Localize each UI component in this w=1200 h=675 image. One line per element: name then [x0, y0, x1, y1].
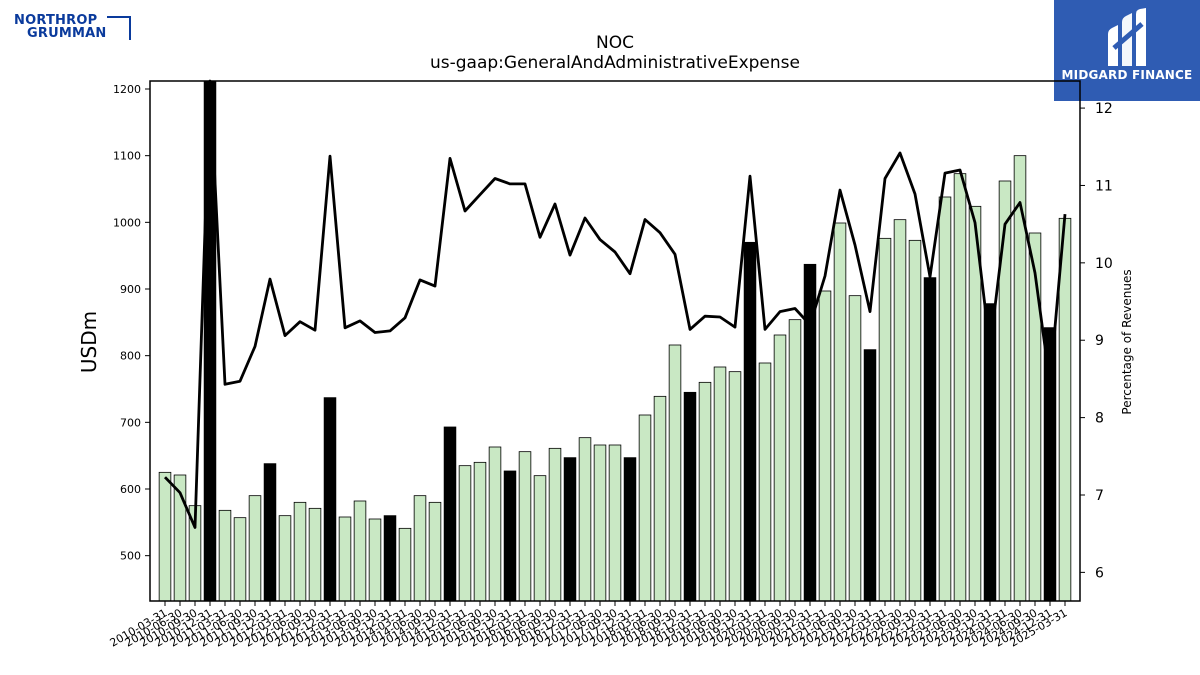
midgard-finance-logo: MIDGARD FINANCE: [1054, 0, 1200, 101]
bar: [473, 461, 487, 602]
bar: [848, 295, 862, 602]
bar: [503, 470, 517, 602]
chart-title: NOC: [596, 33, 634, 53]
percentage-line: [163, 79, 1067, 529]
bar: [383, 515, 397, 602]
northrop-grumman-logo: NORTHROP GRUMMAN: [14, 14, 134, 44]
bar: [593, 444, 607, 602]
bar: [563, 457, 577, 602]
bar: [728, 371, 742, 602]
logo-line-1: NORTHROP: [14, 13, 98, 28]
bar: [623, 457, 637, 602]
bar: [698, 381, 712, 602]
bar: [323, 397, 337, 602]
brand-name: MIDGARD FINANCE: [1061, 68, 1193, 82]
bar-series: [158, 80, 1072, 602]
chart-subtitle: us-gaap:GeneralAndAdministrativeExpense: [430, 53, 800, 73]
bar: [293, 501, 307, 602]
bar: [488, 446, 502, 602]
bar: [908, 239, 922, 602]
y-tick-label: 500: [120, 550, 141, 563]
y-tick-label: 600: [120, 483, 141, 496]
bar: [458, 465, 472, 602]
bar: [518, 451, 532, 602]
bar: [1028, 232, 1042, 602]
bar: [833, 222, 847, 602]
y-tick-label: 1200: [113, 83, 141, 96]
y2-tick-label: 11: [1095, 178, 1113, 194]
y-tick-label: 1000: [113, 216, 141, 229]
y2-tick-label: 6: [1095, 565, 1104, 581]
bar: [878, 237, 892, 602]
bar: [353, 500, 367, 602]
bar: [668, 344, 682, 602]
bar: [338, 516, 352, 602]
bar: [998, 180, 1012, 602]
bar: [638, 414, 652, 602]
bar: [713, 366, 727, 602]
bar: [758, 362, 772, 602]
logo-bracket-icon: [107, 16, 131, 40]
y2-tick-label: 10: [1095, 256, 1113, 272]
bar: [533, 475, 547, 602]
y2-axis-label: Percentage of Revenues: [1120, 269, 1134, 414]
bar: [248, 495, 262, 602]
y-tick-label: 800: [120, 350, 141, 363]
y2-tick-label: 9: [1095, 333, 1104, 349]
y2-tick-label: 8: [1095, 411, 1104, 427]
y-tick-label: 700: [120, 416, 141, 429]
logo-line-2: GRUMMAN: [27, 26, 107, 41]
y-tick-label: 1100: [113, 150, 141, 163]
bar: [608, 444, 622, 602]
y2-tick-label: 7: [1095, 488, 1104, 504]
bar: [158, 471, 172, 602]
bar: [743, 241, 757, 602]
bar: [863, 349, 877, 602]
bar: [398, 527, 412, 602]
bar: [773, 334, 787, 602]
bar: [548, 447, 562, 602]
bar: [788, 319, 802, 602]
line-series: [163, 79, 1067, 529]
bar: [578, 437, 592, 602]
bar: [218, 509, 232, 602]
bar: [683, 391, 697, 602]
y-tick-label: 900: [120, 283, 141, 296]
bar: [818, 290, 832, 602]
midgard-emblem-icon: [1108, 8, 1146, 66]
bar: [653, 395, 667, 602]
bar: [923, 277, 937, 602]
y2-tick-label: 12: [1095, 101, 1113, 117]
y-axis-label: USDm: [77, 311, 101, 373]
bar: [233, 517, 247, 602]
bar: [443, 426, 457, 602]
bar: [368, 518, 382, 602]
bar: [278, 515, 292, 602]
bar: [938, 196, 952, 602]
bar: [308, 507, 322, 602]
bar: [413, 495, 427, 602]
bar: [263, 463, 277, 602]
bar: [893, 219, 907, 602]
bar: [428, 501, 442, 602]
bar: [953, 173, 967, 602]
